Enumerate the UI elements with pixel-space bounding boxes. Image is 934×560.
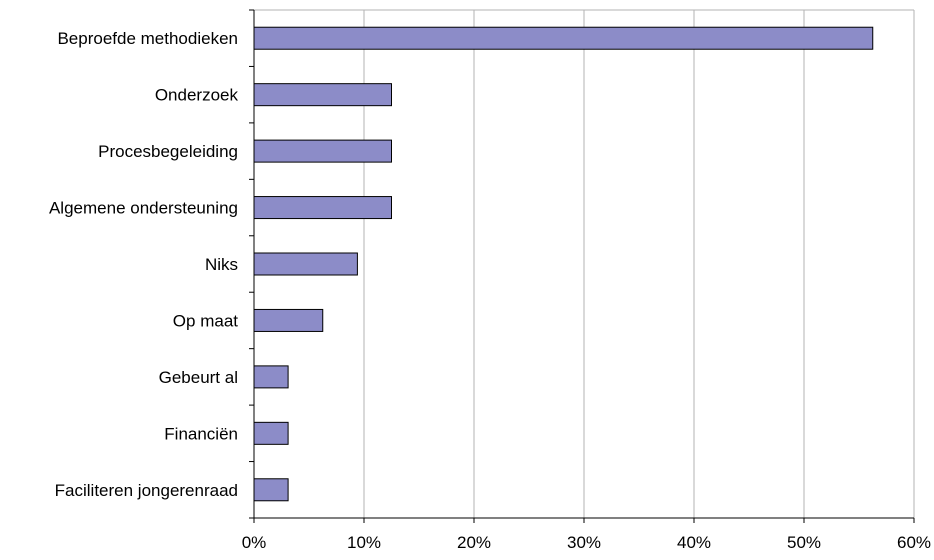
- category-label: Op maat: [173, 311, 238, 330]
- category-label: Niks: [205, 255, 238, 274]
- x-tick-label: 20%: [457, 533, 491, 552]
- gridlines: [254, 9, 915, 518]
- axes: [249, 9, 915, 523]
- bar: [253, 365, 289, 389]
- x-tick-labels: 0% 10% 20% 30% 40% 50% 60%: [242, 533, 931, 552]
- category-label: Algemene ondersteuning: [49, 199, 238, 218]
- category-label: Financiën: [164, 424, 238, 443]
- x-tick-label: 0%: [242, 533, 267, 552]
- category-label: Procesbegeleiding: [98, 142, 238, 161]
- category-label: Onderzoek: [155, 86, 239, 105]
- bar: [253, 139, 392, 163]
- bar: [253, 421, 289, 445]
- x-tick-label: 30%: [567, 533, 601, 552]
- bar: [253, 252, 358, 276]
- category-labels: Beproefde methodieken Onderzoek Procesbege…: [49, 29, 239, 500]
- bar: [253, 83, 392, 107]
- category-label: Faciliteren jongerenraad: [55, 481, 238, 500]
- category-label: Gebeurt al: [159, 368, 238, 387]
- bar: [253, 26, 874, 50]
- x-tick-label: 10%: [347, 533, 381, 552]
- category-label: Beproefde methodieken: [57, 29, 238, 48]
- bars: [253, 26, 874, 502]
- bar: [253, 308, 324, 332]
- x-tick-label: 40%: [677, 533, 711, 552]
- bar: [253, 478, 289, 502]
- x-tick-label: 60%: [897, 533, 931, 552]
- bar: [253, 196, 392, 220]
- x-tick-label: 50%: [787, 533, 821, 552]
